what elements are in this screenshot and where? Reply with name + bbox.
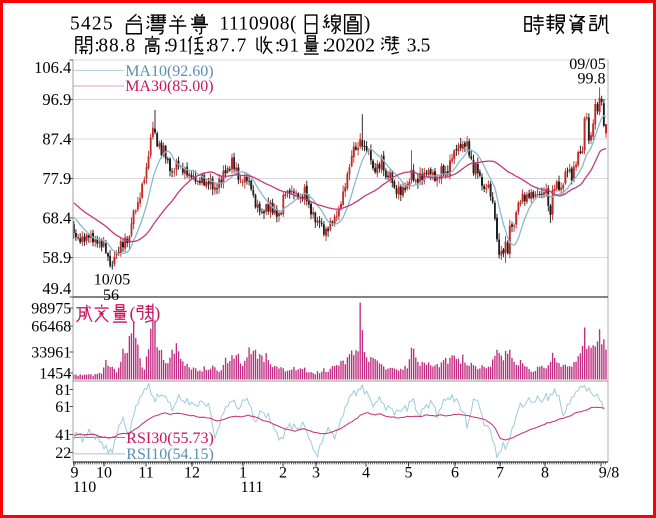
svg-text:98975: 98975 xyxy=(31,301,71,318)
svg-text:22: 22 xyxy=(55,445,71,462)
svg-text:3.5: 3.5 xyxy=(407,36,430,57)
svg-text:6: 6 xyxy=(451,465,459,482)
svg-text:9/8: 9/8 xyxy=(599,465,619,482)
svg-text:1: 1 xyxy=(239,465,247,482)
svg-text:4: 4 xyxy=(362,465,370,482)
svg-text:): ) xyxy=(154,303,160,323)
svg-text:20202: 20202 xyxy=(326,36,376,57)
svg-text:56: 56 xyxy=(103,287,119,304)
svg-text:33961: 33961 xyxy=(31,345,71,362)
svg-text:96.9: 96.9 xyxy=(42,90,71,109)
svg-text:10: 10 xyxy=(96,465,112,482)
svg-text:99.8: 99.8 xyxy=(578,71,606,88)
svg-text:1454: 1454 xyxy=(39,366,71,383)
svg-text:1110908(: 1110908( xyxy=(219,14,297,35)
svg-text:RSI30(55.73): RSI30(55.73) xyxy=(126,430,214,447)
svg-text:91: 91 xyxy=(168,36,189,57)
svg-text::: : xyxy=(275,36,280,57)
svg-text:3: 3 xyxy=(312,465,320,482)
svg-text:87.4: 87.4 xyxy=(42,130,71,149)
svg-text:81: 81 xyxy=(55,382,71,399)
svg-text:88.8: 88.8 xyxy=(98,36,136,57)
svg-text:12: 12 xyxy=(184,465,200,482)
svg-text:(: ( xyxy=(130,303,136,323)
svg-text:09/05: 09/05 xyxy=(569,56,605,73)
svg-text::: : xyxy=(322,36,327,57)
svg-text::: : xyxy=(205,36,210,57)
svg-text:58.9: 58.9 xyxy=(42,248,71,267)
svg-text:106.4: 106.4 xyxy=(34,58,71,77)
svg-text:): ) xyxy=(364,14,371,35)
svg-text:8: 8 xyxy=(541,465,549,482)
svg-text:87.7: 87.7 xyxy=(209,36,248,57)
svg-text:91: 91 xyxy=(279,36,300,57)
svg-text:41: 41 xyxy=(55,427,71,444)
svg-text:68.4: 68.4 xyxy=(42,209,71,228)
svg-text:5: 5 xyxy=(405,465,413,482)
svg-text:2: 2 xyxy=(279,465,287,482)
svg-text:5425: 5425 xyxy=(70,14,114,35)
svg-text::: : xyxy=(94,36,99,57)
svg-text:111: 111 xyxy=(241,479,264,496)
svg-text:66468: 66468 xyxy=(31,319,71,336)
svg-text:49.4: 49.4 xyxy=(42,279,71,298)
svg-text:7: 7 xyxy=(496,465,504,482)
svg-text:9: 9 xyxy=(71,465,79,482)
svg-text:10/05: 10/05 xyxy=(94,272,130,289)
svg-text:110: 110 xyxy=(73,479,96,496)
svg-text:77.9: 77.9 xyxy=(42,169,71,188)
svg-text:MA10(92.60): MA10(92.60) xyxy=(125,63,213,80)
svg-text:RSI10(54.15): RSI10(54.15) xyxy=(126,446,214,463)
svg-text:MA30(85.00): MA30(85.00) xyxy=(125,78,213,95)
svg-text:61: 61 xyxy=(55,399,71,416)
svg-text:11: 11 xyxy=(138,465,153,482)
svg-text::: : xyxy=(164,36,169,57)
